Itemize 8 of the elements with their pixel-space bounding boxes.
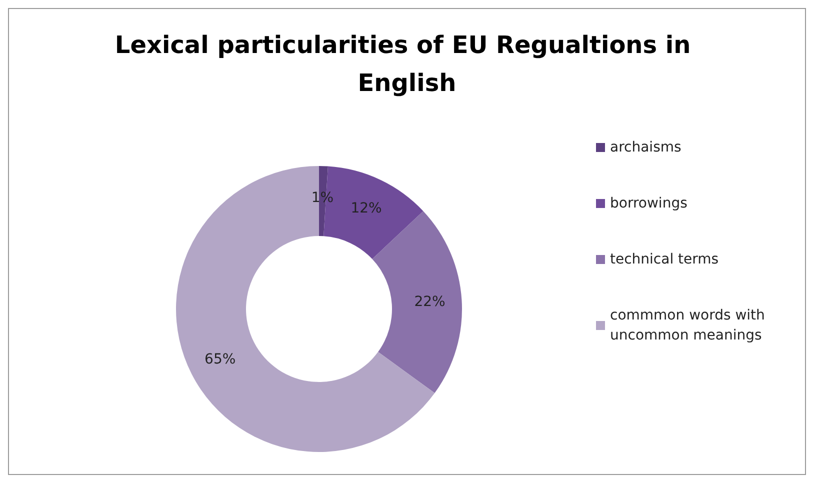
data-label: 65% [204, 351, 236, 368]
legend-label: commmon words with uncommon meanings [610, 308, 770, 344]
legend-label: borrowings [610, 196, 688, 212]
legend-label: archaisms [610, 140, 682, 156]
data-label: 12% [350, 200, 382, 217]
legend-label: technical terms [610, 252, 719, 268]
data-label: 22% [414, 294, 446, 310]
chart-title: Lexical particularities of EU Regualtions in English [114, 31, 700, 97]
